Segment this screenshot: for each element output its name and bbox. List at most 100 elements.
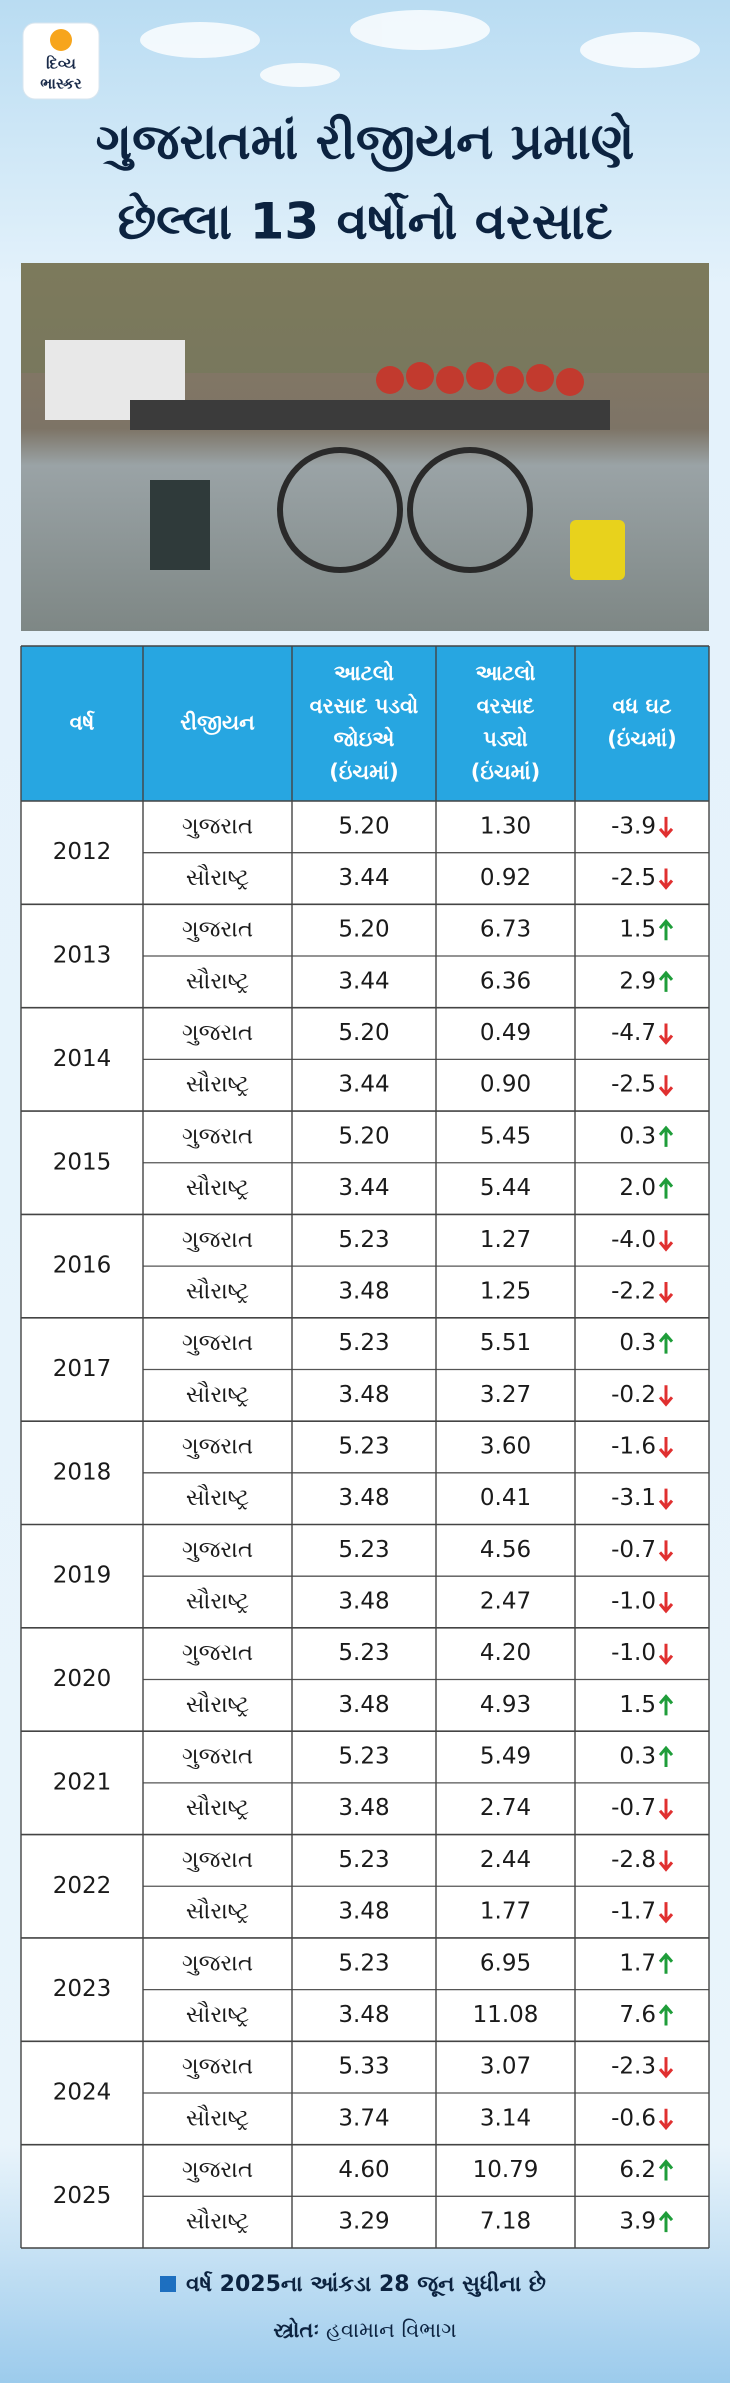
- change-cell: -1.0: [611, 1640, 656, 1666]
- change-cell: 1.7: [619, 1950, 656, 1976]
- value-cell: 3.44: [338, 1072, 389, 1098]
- value-cell: 5.23: [338, 1537, 389, 1563]
- column-header: રીજીયન: [180, 711, 255, 736]
- arrow-down: [658, 1023, 674, 1045]
- value-cell: 1.27: [480, 1227, 531, 1253]
- change-cell: 1.5: [619, 917, 656, 943]
- region-cell: ગુજરાત: [182, 1433, 253, 1459]
- arrow-down: [658, 1436, 674, 1459]
- region-cell: સૌરાષ્ટ્ર: [186, 1794, 249, 1821]
- arrow-up: [658, 1125, 674, 1147]
- value-cell: 5.23: [338, 1227, 389, 1253]
- change-cell: -1.7: [611, 1899, 656, 1925]
- region-cell: ગુજરાત: [182, 2157, 253, 2183]
- region-cell: સૌરાષ્ટ્ર: [186, 1174, 249, 1201]
- arrow-up: [658, 2004, 674, 2026]
- region-cell: સૌરાષ્ટ્ર: [186, 1588, 249, 1615]
- value-cell: 5.33: [338, 2054, 389, 2080]
- year-cell: 2020: [53, 1666, 112, 1692]
- region-cell: સૌરાષ્ટ્ર: [186, 1691, 249, 1718]
- year-cell: 2022: [53, 1873, 112, 1899]
- year-cell: 2025: [53, 2183, 112, 2209]
- value-cell: 2.74: [480, 1795, 531, 1821]
- change-cell: -2.3: [611, 2054, 656, 2080]
- value-cell: 5.20: [338, 813, 389, 839]
- region-cell: સૌરાષ્ટ્ર: [186, 2001, 249, 2028]
- year-cell: 2013: [53, 943, 112, 969]
- change-cell: -2.8: [611, 1847, 656, 1873]
- column-header: (ઇંચમાં): [329, 760, 398, 784]
- clouds: [140, 10, 700, 87]
- year-cell: 2019: [53, 1563, 112, 1589]
- arrow-up: [658, 1952, 674, 1974]
- value-cell: 2.47: [480, 1589, 531, 1615]
- value-cell: 3.14: [480, 2105, 531, 2131]
- change-cell: 7.6: [619, 2002, 656, 2028]
- value-cell: 5.20: [338, 917, 389, 943]
- change-cell: 2.9: [619, 968, 656, 994]
- value-cell: 4.93: [480, 1692, 531, 1718]
- value-cell: 5.20: [338, 1123, 389, 1149]
- region-cell: સૌરાષ્ટ્ર: [186, 1484, 249, 1511]
- year-cell: 2024: [53, 2079, 112, 2105]
- region-cell: સૌરાષ્ટ્ર: [186, 1381, 249, 1408]
- change-cell: -4.0: [611, 1227, 656, 1253]
- region-cell: ગુજરાત: [182, 1330, 253, 1356]
- value-cell: 3.27: [480, 1382, 531, 1408]
- column-header: આટલો: [334, 660, 394, 685]
- arrow-up: [658, 1694, 674, 1716]
- arrow-down: [658, 1075, 674, 1097]
- header-background: [21, 646, 709, 801]
- value-cell: 1.30: [480, 813, 531, 839]
- change-cell: 0.3: [619, 1123, 656, 1149]
- value-cell: 4.60: [338, 2157, 389, 2183]
- value-cell: 0.90: [480, 1072, 531, 1098]
- value-cell: 5.23: [338, 1744, 389, 1770]
- region-cell: સૌરાષ્ટ્ર: [186, 1071, 249, 1098]
- year-cell: 2021: [53, 1769, 112, 1795]
- year-cell: 2018: [53, 1459, 112, 1485]
- title: છેલ્લા 13 વર્ષોનો વરસાદ: [117, 192, 612, 251]
- change-cell: -0.6: [611, 2105, 656, 2131]
- value-cell: 3.07: [480, 2054, 531, 2080]
- arrow-up: [658, 1177, 674, 1199]
- change-cell: -0.7: [611, 1795, 656, 1821]
- arrow-down: [658, 1798, 674, 1821]
- region-cell: ગુજરાત: [182, 1537, 253, 1563]
- change-cell: -1.0: [611, 1589, 656, 1615]
- value-cell: 3.44: [338, 865, 389, 891]
- value-cell: 3.60: [480, 1433, 531, 1459]
- region-cell: ગુજરાત: [182, 1227, 253, 1253]
- region-cell: ગુજરાત: [182, 1847, 253, 1873]
- arrow-down: [658, 1385, 674, 1407]
- value-cell: 2.44: [480, 1847, 531, 1873]
- year-cell: 2015: [53, 1149, 112, 1175]
- column-header: જોઇએ: [334, 726, 395, 751]
- source-text: હવામાન વિભાગ: [326, 2318, 457, 2342]
- value-cell: 3.74: [338, 2105, 389, 2131]
- change-cell: 3.9: [619, 2209, 656, 2235]
- title: ગુજરાતમાં રીજીયન પ્રમાણે: [96, 112, 635, 172]
- value-cell: 3.48: [338, 2002, 389, 2028]
- arrow-up: [658, 2159, 674, 2181]
- value-cell: 5.23: [338, 1847, 389, 1873]
- region-cell: ગુજરાત: [182, 917, 253, 943]
- region-cell: સૌરાષ્ટ્ર: [186, 1277, 249, 1304]
- region-cell: સૌરાષ્ટ્ર: [186, 864, 249, 891]
- value-cell: 3.48: [338, 1795, 389, 1821]
- value-cell: 5.23: [338, 1330, 389, 1356]
- arrow-down: [658, 2108, 674, 2131]
- value-cell: 6.73: [480, 917, 531, 943]
- change-cell: 0.3: [619, 1744, 656, 1770]
- value-cell: 0.49: [480, 1020, 531, 1046]
- value-cell: 1.25: [480, 1278, 531, 1304]
- change-cell: -0.7: [611, 1537, 656, 1563]
- value-cell: 5.23: [338, 1640, 389, 1666]
- year-cell: 2012: [53, 839, 112, 865]
- region-cell: ગુજરાત: [182, 1744, 253, 1770]
- arrow-down: [658, 1488, 674, 1510]
- value-cell: 0.41: [480, 1485, 531, 1511]
- year-cell: 2023: [53, 1976, 112, 2002]
- change-cell: -1.6: [611, 1433, 656, 1459]
- value-cell: 3.48: [338, 1382, 389, 1408]
